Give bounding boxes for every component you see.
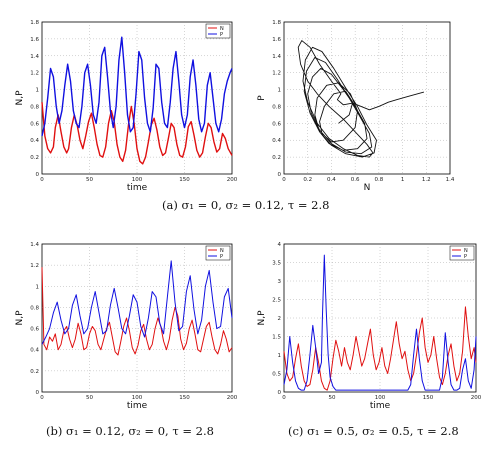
legend-box xyxy=(449,245,475,261)
legend: NP xyxy=(205,23,231,39)
y-tick-label: 0.4 xyxy=(30,138,39,144)
legend-label-n: N xyxy=(220,248,224,254)
y-tick-label: 1 xyxy=(278,353,282,359)
x-tick-label: 50 xyxy=(329,395,336,401)
series-line-n xyxy=(41,267,233,356)
y-tick-label: 1 xyxy=(36,88,40,94)
y-tick-label: 0.6 xyxy=(30,121,39,127)
y-tick-label: 2.5 xyxy=(272,298,281,304)
x-tick-label: 0.6 xyxy=(351,177,360,183)
x-tick-label: 1 xyxy=(401,177,405,183)
x-axis-label: time xyxy=(370,401,391,411)
x-tick-label: 0 xyxy=(40,395,44,401)
y-tick-label: 1.4 xyxy=(272,54,281,60)
y-axis-label: N,P xyxy=(15,310,25,326)
legend-label-p: P xyxy=(464,254,467,260)
series-line-p xyxy=(41,36,233,137)
legend: NP xyxy=(205,245,231,261)
legend: NP xyxy=(449,245,475,261)
y-tick-label: 1.8 xyxy=(30,20,39,26)
y-tick-label: 0 xyxy=(36,390,40,396)
y-tick-label: 0 xyxy=(36,172,40,178)
x-tick-label: 150 xyxy=(423,395,434,401)
y-tick-label: 0 xyxy=(278,172,282,178)
y-tick-label: 0.6 xyxy=(272,121,281,127)
x-tick-label: 200 xyxy=(227,395,238,401)
series-line-p xyxy=(283,254,477,391)
y-axis-label: N,P xyxy=(257,310,267,326)
y-tick-label: 1.4 xyxy=(30,242,39,248)
y-tick-label: 1.4 xyxy=(30,54,39,60)
y-tick-label: 1 xyxy=(36,284,40,290)
x-tick-label: 200 xyxy=(471,395,482,401)
y-tick-label: 0.4 xyxy=(272,138,281,144)
y-tick-label: 0.2 xyxy=(30,369,39,375)
legend-label-p: P xyxy=(220,254,223,260)
x-tick-label: 50 xyxy=(86,395,93,401)
y-tick-label: 1.6 xyxy=(30,37,39,43)
caption-a: (a) σ₁ = 0, σ₂ = 0.12, τ = 2.8 xyxy=(162,198,330,212)
y-tick-label: 0.4 xyxy=(30,348,39,354)
series-line-trajectory xyxy=(297,40,425,158)
plot-frame xyxy=(283,21,451,175)
y-tick-label: 4 xyxy=(278,242,282,248)
legend-label-n: N xyxy=(464,248,468,254)
y-tick-label: 1.8 xyxy=(272,20,281,26)
y-tick-label: 1.6 xyxy=(272,37,281,43)
y-tick-label: 1.2 xyxy=(272,71,281,77)
x-tick-label: 1.2 xyxy=(422,177,431,183)
x-tick-label: 150 xyxy=(179,177,190,183)
y-tick-label: 1.5 xyxy=(272,335,281,341)
x-tick-label: 100 xyxy=(132,395,143,401)
x-tick-label: 1.4 xyxy=(446,177,455,183)
y-tick-label: 1 xyxy=(278,88,282,94)
x-tick-label: 50 xyxy=(86,177,93,183)
y-tick-label: 0.5 xyxy=(272,372,281,378)
y-tick-label: 0.2 xyxy=(272,155,281,161)
x-tick-label: 0.8 xyxy=(374,177,383,183)
legend-box xyxy=(205,245,231,261)
x-tick-label: 100 xyxy=(132,177,143,183)
caption-c: (c) σ₁ = 0.5, σ₂ = 0.5, τ = 2.8 xyxy=(288,424,459,438)
x-axis-label: N xyxy=(364,183,371,193)
x-tick-label: 0.4 xyxy=(327,177,336,183)
x-tick-label: 0 xyxy=(282,395,286,401)
y-tick-label: 0 xyxy=(278,390,282,396)
chart-c: 0 50 100 150 200 0 0.5 1 1.5 2 2.5 3 3.5 4 time N,P NP xyxy=(257,242,482,411)
series-line-n xyxy=(41,102,233,165)
caption-b: (b) σ₁ = 0.12, σ₂ = 0, τ = 2.8 xyxy=(46,424,214,438)
legend-label-p: P xyxy=(220,32,223,38)
y-tick-label: 2 xyxy=(278,316,282,322)
x-tick-label: 100 xyxy=(375,395,386,401)
y-tick-label: 0.6 xyxy=(30,327,39,333)
y-tick-label: 3 xyxy=(278,279,282,285)
x-tick-label: 0.2 xyxy=(303,177,312,183)
x-axis-label: time xyxy=(127,401,148,411)
x-tick-label: 0 xyxy=(40,177,44,183)
y-tick-label: 3.5 xyxy=(272,261,281,267)
chart-b: 0 50 100 150 200 0 0.2 0.4 0.6 0.8 1 1.2 1.4 time N,P N… xyxy=(15,242,238,411)
legend-box xyxy=(205,23,231,39)
x-tick-label: 0 xyxy=(282,177,286,183)
y-tick-label: 1.2 xyxy=(30,71,39,77)
y-tick-label: 0.8 xyxy=(30,104,39,110)
y-axis-label: N,P xyxy=(15,90,25,106)
y-tick-label: 0.8 xyxy=(272,104,281,110)
y-axis-label: P xyxy=(257,95,267,101)
y-tick-label: 0.2 xyxy=(30,155,39,161)
series-line-p xyxy=(41,260,233,345)
y-tick-label: 0.8 xyxy=(30,305,39,311)
chart-a-right: 0 0.2 0.4 0.6 0.8 1 1.2 1.4 0 0.2 0.4 0.6 0.8 1 1.2 1.4… xyxy=(257,20,455,193)
x-tick-label: 150 xyxy=(179,395,190,401)
y-tick-label: 1.2 xyxy=(30,263,39,269)
chart-a-left: 0 50 100 150 200 0 0.2 0.4 0.6 0.8 1 1.2 1.4 1.6 1.8 ti… xyxy=(15,20,238,193)
x-axis-label: time xyxy=(127,183,148,193)
x-tick-label: 200 xyxy=(227,177,238,183)
legend-label-n: N xyxy=(220,26,224,32)
